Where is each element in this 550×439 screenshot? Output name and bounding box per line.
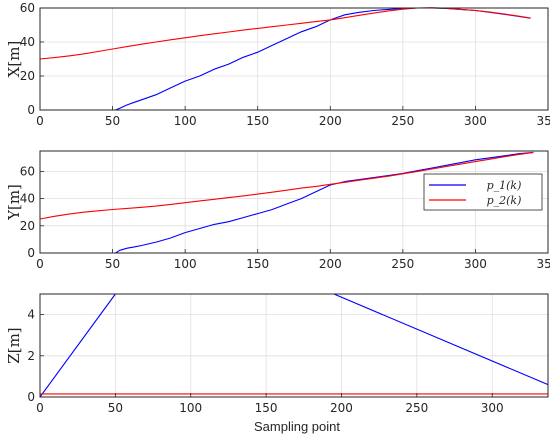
y-tick-label: 2 <box>27 349 35 363</box>
series-line-blue <box>40 151 534 254</box>
x-tick-label: 0 <box>36 114 44 128</box>
x-tick-label: 0 <box>36 401 44 415</box>
x-tick-label: 300 <box>481 401 504 415</box>
y-position-y-axis-label: Y[m] <box>5 184 23 221</box>
legend-label: p_1(k) <box>487 179 522 192</box>
x-tick-label: 50 <box>108 401 123 415</box>
x-tick-label: 100 <box>174 257 197 271</box>
x-tick-label: 300 <box>464 257 487 271</box>
series-line-red <box>39 7 531 60</box>
axes-frame <box>39 293 549 398</box>
y-tick-label: 40 <box>20 35 35 49</box>
y-tick-label: 0 <box>27 246 35 260</box>
z-position-y-axis-label: Z[m] <box>5 327 23 363</box>
x-tick-label: 200 <box>319 257 342 271</box>
x-tick-label: 150 <box>246 257 269 271</box>
x-tick-label: 100 <box>174 114 197 128</box>
x-tick-label: 250 <box>391 114 414 128</box>
x-tick-label: 250 <box>391 257 414 271</box>
series-line-red <box>39 151 534 220</box>
x-tick-label: 50 <box>105 114 120 128</box>
x-tick-label: 0 <box>36 257 44 271</box>
legend: p_1(k) p_2(k) <box>423 173 543 211</box>
subplot-x-position: 0 50 100 150 200 250 300 350 0 20 40 60 X[m] <box>5 1 550 128</box>
y-tick-label: 0 <box>27 390 35 404</box>
x-tick-label: 50 <box>105 257 120 271</box>
axes-frame <box>39 7 549 111</box>
x-tick-label: 150 <box>255 401 278 415</box>
y-tick-label: 60 <box>20 164 35 178</box>
x-tick-label: 100 <box>179 401 202 415</box>
y-tick-label: 0 <box>27 103 35 117</box>
series-line-blue <box>40 7 531 111</box>
x-tick-label: 200 <box>319 114 342 128</box>
subplot-y-position: 0501001502002503003500204060Y[m]p_1(k)p_… <box>5 150 550 271</box>
x-position-y-axis-label: X[m] <box>5 41 23 78</box>
legend-box <box>423 173 543 211</box>
x-axis-label: Sampling point <box>254 419 340 434</box>
x-tick-label: 150 <box>246 114 269 128</box>
axes-frame <box>39 150 549 254</box>
y-tick-label: 40 <box>20 192 35 206</box>
x-tick-label: 200 <box>330 401 353 415</box>
y-tick-label: 4 <box>27 308 35 322</box>
subplot-z-position: 0 50 100 150 200 250 300 0 2 4 Z[m] <box>5 293 549 415</box>
x-tick-label: 250 <box>405 401 428 415</box>
series-line-blue <box>39 293 549 398</box>
y-tick-label: 60 <box>20 1 35 15</box>
x-tick-label: 350 <box>537 114 550 128</box>
x-tick-label: 300 <box>464 114 487 128</box>
x-tick-label: 350 <box>537 257 550 271</box>
y-tick-label: 20 <box>20 69 35 83</box>
legend-label: p_2(k) <box>487 194 522 207</box>
y-tick-label: 20 <box>20 219 35 233</box>
